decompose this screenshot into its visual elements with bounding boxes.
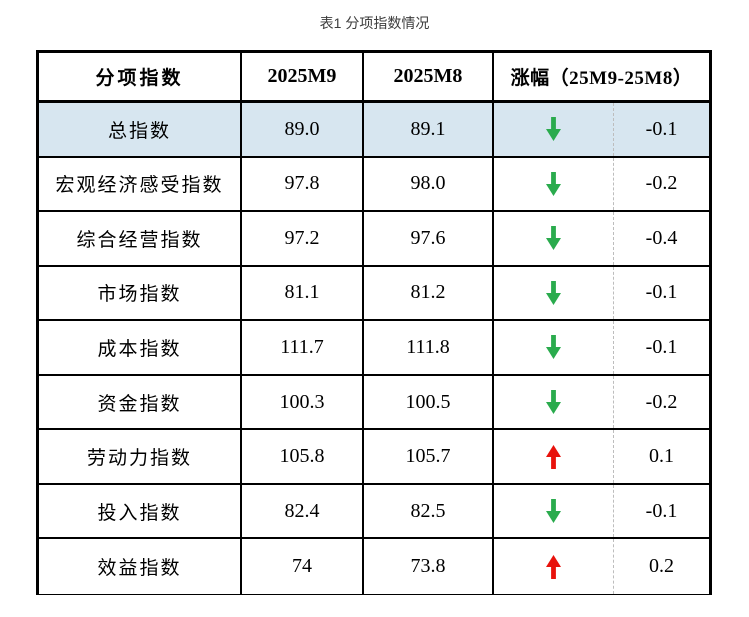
change-value: -0.4 xyxy=(614,212,709,265)
value-2025m9: 82.4 xyxy=(242,484,364,538)
value-2025m9: 105.8 xyxy=(242,430,364,483)
table-body: 总指数 89.0 89.1 -0.1 宏观经济感受指数 97.8 98.0 -0.2 综合经营指… xyxy=(39,103,709,594)
table-row: 总指数 89.0 89.1 -0.1 xyxy=(39,103,709,158)
down-arrow-icon xyxy=(546,171,561,196)
value-2025m8: 111.8 xyxy=(364,321,494,374)
change-value: -0.1 xyxy=(614,484,709,538)
value-2025m9: 100.3 xyxy=(242,375,364,429)
table-row: 宏观经济感受指数 97.8 98.0 -0.2 xyxy=(39,157,709,213)
header-month-previous: 2025M8 xyxy=(364,53,494,100)
table-row: 投入指数 82.4 82.5 -0.1 xyxy=(39,484,709,540)
row-label: 市场指数 xyxy=(39,266,242,320)
change-value: -0.2 xyxy=(614,157,709,211)
subindex-table: 分项指数 2025M9 2025M8 涨幅（25M9-25M8） 总指数 89.0… xyxy=(36,50,712,595)
trend-arrow-cell xyxy=(494,375,614,429)
header-month-current: 2025M9 xyxy=(242,53,364,100)
header-change: 涨幅（25M9-25M8） xyxy=(494,53,709,100)
row-label: 资金指数 xyxy=(39,375,242,429)
down-arrow-icon xyxy=(546,335,561,360)
down-arrow-icon xyxy=(546,499,561,524)
table-row: 劳动力指数 105.8 105.7 0.1 xyxy=(39,430,709,485)
down-arrow-icon xyxy=(546,117,561,142)
row-label: 劳动力指数 xyxy=(39,430,242,483)
value-2025m9: 111.7 xyxy=(242,321,364,374)
down-arrow-icon xyxy=(546,226,561,251)
change-value: -0.1 xyxy=(614,103,709,156)
table-caption: 表1 分项指数情况 xyxy=(319,15,430,31)
change-value: -0.1 xyxy=(614,266,709,320)
up-arrow-icon xyxy=(546,554,561,579)
value-2025m8: 105.7 xyxy=(364,430,494,483)
row-label: 总指数 xyxy=(39,103,242,156)
trend-arrow-cell xyxy=(494,157,614,211)
row-label: 成本指数 xyxy=(39,321,242,374)
trend-arrow-cell xyxy=(494,321,614,374)
up-arrow-icon xyxy=(546,444,561,469)
value-2025m9: 74 xyxy=(242,539,364,594)
down-arrow-icon xyxy=(546,390,561,414)
table-row: 市场指数 81.1 81.2 -0.1 xyxy=(39,266,709,322)
table-row: 资金指数 100.3 100.5 -0.2 xyxy=(39,375,709,431)
value-2025m9: 89.0 xyxy=(242,103,364,156)
trend-arrow-cell xyxy=(494,266,614,320)
value-2025m8: 81.2 xyxy=(364,266,494,320)
value-2025m8: 98.0 xyxy=(364,157,494,211)
change-value: 0.1 xyxy=(614,430,709,483)
value-2025m8: 89.1 xyxy=(364,103,494,156)
trend-arrow-cell xyxy=(494,539,614,594)
trend-arrow-cell xyxy=(494,430,614,483)
value-2025m8: 82.5 xyxy=(364,484,494,538)
value-2025m9: 97.2 xyxy=(242,212,364,265)
value-2025m8: 100.5 xyxy=(364,375,494,429)
change-value: -0.2 xyxy=(614,375,709,429)
row-label: 综合经营指数 xyxy=(39,212,242,265)
trend-arrow-cell xyxy=(494,484,614,538)
trend-arrow-cell xyxy=(494,212,614,265)
row-label: 效益指数 xyxy=(39,539,242,594)
row-label: 投入指数 xyxy=(39,484,242,538)
value-2025m8: 97.6 xyxy=(364,212,494,265)
row-label: 宏观经济感受指数 xyxy=(39,157,242,211)
header-index-name: 分项指数 xyxy=(39,53,242,100)
table-row: 综合经营指数 97.2 97.6 -0.4 xyxy=(39,212,709,267)
table-row: 成本指数 111.7 111.8 -0.1 xyxy=(39,321,709,376)
value-2025m9: 97.8 xyxy=(242,157,364,211)
change-value: -0.1 xyxy=(614,321,709,374)
value-2025m8: 73.8 xyxy=(364,539,494,594)
table-header-row: 分项指数 2025M9 2025M8 涨幅（25M9-25M8） xyxy=(39,53,709,103)
table-row: 效益指数 74 73.8 0.2 xyxy=(39,539,709,594)
value-2025m9: 81.1 xyxy=(242,266,364,320)
down-arrow-icon xyxy=(546,280,561,305)
trend-arrow-cell xyxy=(494,103,614,156)
change-value: 0.2 xyxy=(614,539,709,594)
